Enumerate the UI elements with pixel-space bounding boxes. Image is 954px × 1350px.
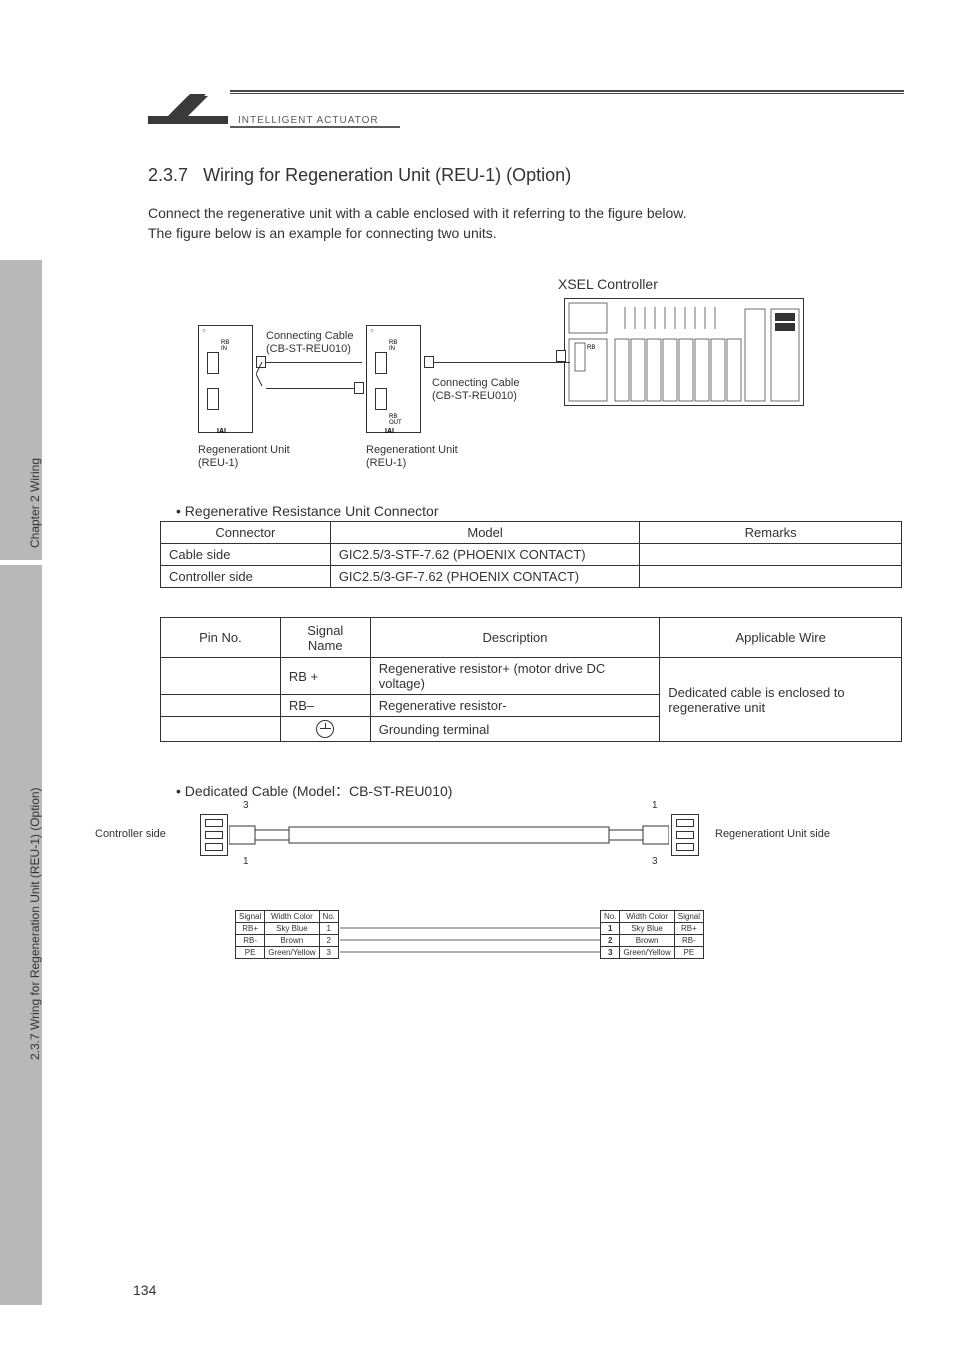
reu-box-2: ○ RBIN RBOUT IAI [366,325,421,433]
xsel-controller-label: XSEL Controller [558,276,658,293]
pin-1-left: 1 [243,856,249,868]
connector-table: Connector Model Remarks Cable side GIC2.… [160,521,902,588]
reu-label-2: Regenerationt Unit (REU-1) [366,444,458,470]
side-tab-section-label: 2.3.7 Wring for Regeneration Unit (REU-1… [28,787,42,1060]
pin-3-right: 3 [652,856,658,868]
col-remarks: Remarks [640,522,902,544]
wire-table-right: No. Width Color Signal 1Sky BlueRB+ 2Bro… [600,910,704,959]
rb-in-label-2: RBIN [389,340,397,352]
wire-table-left: Signal Width Color No. RB+Sky Blue1 RB-B… [235,910,339,959]
wire-lines-icon [340,922,600,962]
col-pinno: Pin No. [161,618,281,658]
brand-rule [230,126,400,128]
connector-left [200,814,228,856]
section-heading: Wiring for Regeneration Unit (REU-1) (Op… [203,165,571,185]
col-wire: Applicable Wire [660,618,902,658]
rb-in-label-1: RBIN [221,340,229,352]
iai-label-2: IAI [385,428,394,435]
xsel-box: RB [564,298,804,406]
controller-side-label: Controller side [95,828,166,841]
pin-3-left: 3 [243,800,249,812]
xsel-internals-icon: RB [565,299,805,407]
reu-box-1: ○ RBIN IAI [198,325,253,433]
brand-text: INTELLIGENT ACTUATOR [238,115,379,126]
wiring-diagram: XSEL Controller ○ RBIN IAI ○ RBIN RBOUT … [148,270,903,470]
connector-right [671,814,699,856]
section-title: 2.3.7 Wiring for Regeneration Unit (REU-… [148,165,571,186]
iai-label-1: IAI [217,428,226,435]
table-row: Controller side GIC2.5/3-GF-7.62 (PHOENI… [161,566,902,588]
cable-section-title: • Dedicated Cable (Model：CB-ST-REU010) [176,781,452,801]
ground-icon [316,720,334,738]
conn-cable-label-2: Connecting Cable (CB-ST-REU010) [432,377,519,403]
ground-symbol-cell [280,717,370,742]
intro-line2: The figure below is an example for conne… [148,224,687,244]
svg-text:RB: RB [587,345,595,351]
brand-logo-icon [148,88,228,124]
header-rule [230,90,904,94]
col-signal: Signal Name [280,618,370,658]
applicable-wire-cell: Dedicated cable is enclosed to regenerat… [660,658,902,742]
table-header-row: Pin No. Signal Name Description Applicab… [161,618,902,658]
intro-text: Connect the regenerative unit with a cab… [148,204,687,243]
pin-1-right: 1 [652,800,658,812]
reu-label-1: Regenerationt Unit (REU-1) [198,444,290,470]
regen-side-label: Regenerationt Unit side [715,828,830,841]
section-number: 2.3.7 [148,165,188,185]
table-row: RB + Regenerative resistor+ (motor drive… [161,658,902,695]
col-desc: Description [370,618,660,658]
table-header-row: Connector Model Remarks [161,522,902,544]
connector-table-title: • Regenerative Resistance Unit Connector [176,503,438,519]
page-number: 134 [133,1282,156,1298]
rb-out-label: RBOUT [389,414,402,426]
cable-diagram: Controller side 3 1 1 3 Regenerationt Un… [95,800,935,870]
conn-cable-label-1: Connecting Cable (CB-ST-REU010) [266,330,353,356]
side-tab-chapter-label: Chapter 2 Wiring [28,458,42,548]
table-row: Cable side GIC2.5/3-STF-7.62 (PHOENIX CO… [161,544,902,566]
cable-body-icon [229,814,669,856]
pin-table: Pin No. Signal Name Description Applicab… [160,617,902,742]
col-model: Model [330,522,640,544]
intro-line1: Connect the regenerative unit with a cab… [148,204,687,224]
col-connector: Connector [161,522,331,544]
